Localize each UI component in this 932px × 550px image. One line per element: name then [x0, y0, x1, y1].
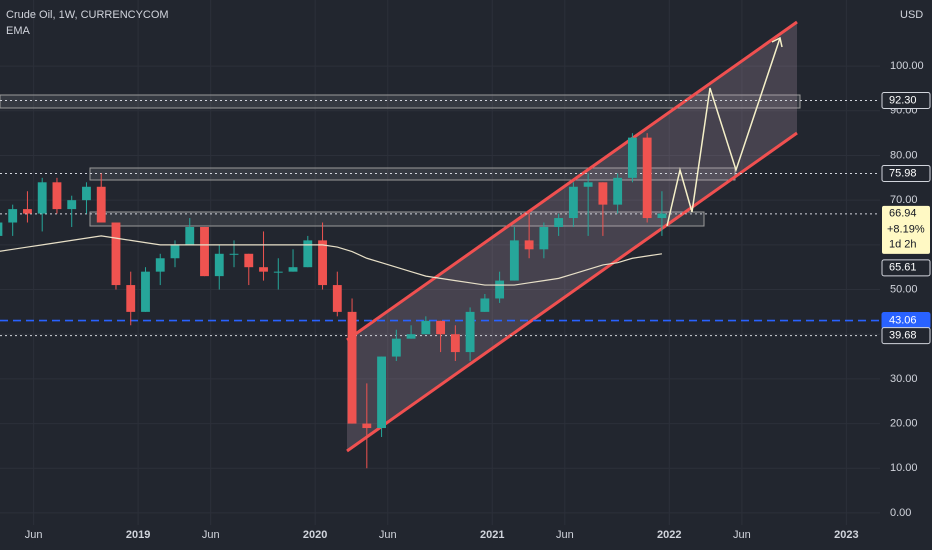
candle-body: [450, 334, 460, 353]
x-tick-label: Jun: [556, 529, 574, 541]
price-level-label: 39.68: [889, 330, 917, 342]
candle-body: [347, 311, 357, 424]
candle-body: [406, 334, 416, 339]
candle-body: [273, 271, 283, 273]
projection-path: [666, 37, 781, 227]
candle-body: [332, 285, 342, 312]
price-level-label: 65.61: [889, 262, 917, 274]
candle-body: [539, 226, 549, 250]
candle-body: [8, 209, 18, 223]
candle-body: [23, 209, 32, 214]
channel-upper: [346, 20, 798, 342]
price-level-label-bg: [881, 327, 931, 345]
y-tick-label: 30.00: [890, 373, 918, 385]
support-zone: [89, 211, 705, 227]
last-price-change: +8.19%: [887, 224, 925, 236]
y-tick-label: 80.00: [890, 149, 918, 161]
candle-body: [627, 137, 637, 178]
last-price-bg: [882, 205, 930, 254]
y-tick-label: 50.00: [890, 283, 918, 295]
candle-body: [214, 253, 224, 277]
y-tick-label: 100.00: [890, 60, 924, 72]
candle-body: [509, 240, 519, 281]
price-level-label: 75.98: [889, 167, 917, 179]
candle-body: [82, 186, 91, 201]
candle-body: [155, 258, 165, 272]
candle-body: [303, 240, 313, 268]
candle-body: [642, 137, 652, 219]
last-price-countdown: 1d 2h: [889, 239, 917, 251]
candle-body: [583, 182, 593, 187]
y-tick-label: 20.00: [890, 417, 918, 429]
candle-body: [391, 338, 401, 357]
x-tick-label: 2022: [657, 529, 681, 541]
candle-body: [436, 320, 446, 335]
candle-body: [568, 186, 578, 219]
y-tick-label: 10.00: [890, 462, 918, 474]
candles: [0, 133, 667, 469]
candle-body: [318, 240, 327, 286]
price-level-label-bg: [881, 92, 931, 110]
candle-body: [52, 182, 62, 210]
price-level-label: 92.30: [889, 94, 917, 106]
price-level-label-bg: [881, 259, 931, 277]
currency-label: USD: [900, 9, 923, 21]
x-tick-label: Jun: [733, 529, 751, 541]
candle-body: [288, 267, 298, 272]
price-level-label-bg: [881, 164, 931, 182]
projection-arrow: [771, 36, 783, 48]
candle-body: [362, 423, 372, 429]
candle-body: [126, 285, 136, 312]
candle-body: [0, 222, 3, 236]
candle-body: [244, 253, 254, 268]
resistance-zone: [0, 94, 801, 109]
chart-title: Crude Oil, 1W, CURRENCYCOM: [6, 9, 169, 21]
x-tick-label: 2021: [480, 529, 504, 541]
levels: [0, 100, 880, 337]
candle-body: [480, 298, 490, 312]
candle-body: [657, 213, 667, 219]
x-tick-label: Jun: [202, 529, 220, 541]
indicator-label: EMA: [6, 25, 31, 37]
candle-body: [465, 311, 475, 353]
candle-body: [67, 200, 77, 210]
candle-body: [524, 240, 534, 250]
x-tick-label: Jun: [379, 529, 397, 541]
candle-body: [170, 244, 180, 259]
price-level-label: 43.06: [889, 314, 917, 326]
resistance-zone: [89, 167, 736, 181]
axis-labels: 0.0010.0020.0030.0040.0050.0060.0070.008…: [25, 60, 931, 541]
last-price-label: 66.94: [889, 208, 917, 220]
x-tick-label: 2020: [303, 529, 327, 541]
candle-body: [229, 253, 239, 255]
candle-body: [377, 356, 386, 429]
candle-body: [495, 280, 505, 299]
candle-body: [185, 226, 195, 245]
channel-lower: [346, 131, 798, 453]
x-tick-label: 2019: [126, 529, 150, 541]
candle-body: [200, 226, 209, 277]
y-tick-label: 70.00: [890, 194, 918, 206]
candle-body: [37, 182, 47, 214]
ema-line: [0, 235, 663, 286]
candle-body: [96, 186, 106, 223]
candle-body: [613, 177, 623, 205]
candle-body: [111, 222, 121, 286]
time-axis: [0, 525, 932, 550]
x-tick-label: Jun: [25, 529, 43, 541]
candle-body: [421, 320, 431, 335]
candle-body: [554, 218, 564, 227]
y-tick-label: 0.00: [890, 507, 911, 519]
candle-body: [259, 267, 268, 272]
x-tick-label: 2023: [834, 529, 858, 541]
candle-body: [598, 182, 608, 205]
candle-body: [141, 271, 150, 312]
